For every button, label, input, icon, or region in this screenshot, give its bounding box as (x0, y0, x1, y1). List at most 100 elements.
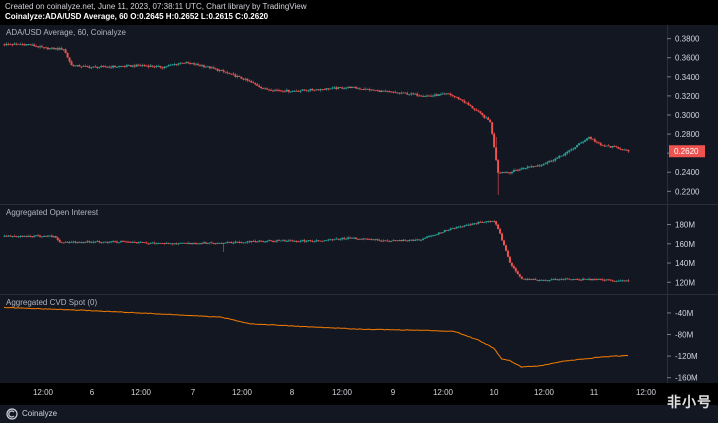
price-candle (80, 66, 83, 68)
price-candle (100, 66, 103, 68)
oi-candle (218, 242, 221, 244)
oi-candle (473, 223, 476, 225)
price-candle (570, 149, 573, 151)
oi-candle (313, 241, 316, 243)
oi-candle (540, 279, 543, 281)
price-candle (248, 80, 251, 82)
price-candle (242, 78, 245, 80)
panel-divider[interactable] (0, 294, 718, 295)
oi-candle (605, 279, 608, 281)
oi-candle (143, 242, 146, 244)
oi-candle (246, 241, 249, 243)
price-candle (141, 65, 144, 66)
price-candle (15, 43, 18, 45)
oi-candle (350, 237, 353, 239)
oi-candle (538, 280, 541, 281)
oi-candle (469, 224, 472, 226)
price-candle (627, 149, 630, 152)
price-candle (376, 90, 379, 92)
price-candle (538, 165, 541, 167)
oi-candle (572, 279, 575, 280)
price-candle (601, 145, 604, 146)
price-candle (585, 138, 588, 141)
price-panel[interactable]: ADA/USD Average, 60, Coinalyze (0, 25, 718, 204)
oi-candle (558, 279, 561, 281)
oi-candle (378, 240, 381, 241)
price-candle (62, 49, 65, 51)
oi-candle (70, 241, 73, 243)
price-candle (552, 160, 555, 162)
oi-candle (135, 242, 138, 244)
price-candle (343, 88, 346, 90)
price-candle (88, 66, 91, 68)
cvd-panel[interactable]: Aggregated CVD Spot (0) (0, 295, 718, 383)
price-candle (495, 147, 498, 161)
oi-candle (386, 240, 389, 242)
price-candle (526, 166, 529, 169)
price-candle (388, 91, 391, 93)
oi-candle (487, 221, 490, 223)
oi-candle (260, 240, 263, 242)
price-candle (536, 165, 539, 167)
oi-candle (329, 239, 332, 241)
oi-candle (62, 242, 65, 244)
price-candle (244, 78, 247, 80)
oi-candle (418, 239, 421, 241)
oi-candle (374, 239, 377, 241)
panel-divider[interactable] (0, 204, 718, 205)
price-candle (289, 91, 292, 93)
y-axis-tick-label: 0.3400 (675, 73, 700, 82)
oi-candle (80, 242, 83, 244)
oi-candle (287, 240, 290, 242)
oi-candle (224, 242, 227, 244)
price-candle (425, 95, 428, 97)
oi-candle (147, 243, 150, 245)
price-candle (599, 143, 602, 146)
x-axis-tick-label: 12:00 (636, 388, 657, 397)
price-candle (86, 66, 89, 67)
oi-candle (15, 236, 18, 238)
oi-candle (133, 242, 136, 243)
oi-candle (277, 240, 280, 242)
oi-candle (226, 241, 229, 243)
price-candle (317, 89, 320, 91)
oi-candle (481, 221, 484, 223)
y-axis-tick-label: 120M (675, 278, 695, 287)
oi-candle (232, 242, 235, 244)
footer-brand[interactable]: Coinalyze (22, 409, 58, 418)
oi-candle (404, 239, 407, 241)
oi-candle (422, 238, 425, 240)
price-candle (329, 88, 332, 90)
price-candle (550, 160, 553, 162)
price-candle (558, 155, 561, 158)
price-candle (402, 92, 405, 94)
price-candle (560, 155, 563, 157)
oi-candle (544, 279, 547, 281)
oi-candle (3, 235, 6, 237)
price-candle (607, 145, 610, 147)
oi-candle (98, 241, 101, 243)
oi-candle (354, 237, 357, 240)
oi-candle (410, 239, 413, 241)
oi-candle (333, 239, 336, 241)
price-candle (471, 105, 474, 109)
price-candle (287, 89, 290, 92)
price-candle (256, 84, 259, 86)
oi-candle (273, 241, 276, 243)
price-candle (157, 65, 160, 67)
oi-candle (36, 235, 39, 237)
price-candle (408, 94, 411, 96)
price-candle (269, 89, 272, 91)
price-candle (487, 117, 490, 120)
oi-candle (177, 243, 180, 245)
price-candle (177, 63, 180, 65)
y-axis-tick-label: 0.3000 (675, 111, 700, 120)
oi-candle (117, 242, 120, 244)
price-candle (491, 122, 494, 134)
price-candle (202, 65, 205, 67)
oi-candle (587, 278, 590, 280)
price-candle (313, 90, 316, 91)
oi-candle (196, 243, 199, 245)
oi-candle (115, 241, 118, 243)
price-candle (171, 64, 174, 66)
